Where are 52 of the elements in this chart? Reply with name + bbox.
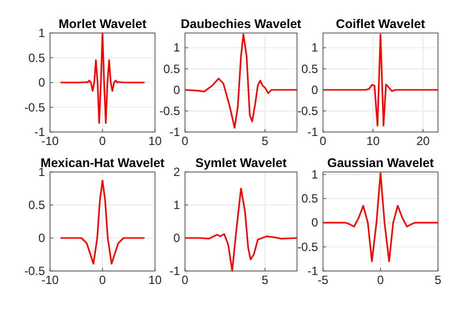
y-tick-label: 0.5 xyxy=(28,198,46,212)
chart-title: Daubechies Wavelet xyxy=(180,17,302,31)
x-tick-label: 5 xyxy=(262,134,269,148)
y-tick-label: 1 xyxy=(311,40,318,55)
x-tick-label: 5 xyxy=(262,273,269,287)
x-tick-label: 10 xyxy=(148,273,162,287)
y-tick-label: 0 xyxy=(38,231,46,245)
y-tick-label: 0 xyxy=(311,216,318,230)
y-tick-label: 1 xyxy=(173,40,180,55)
x-tick-label: 10 xyxy=(366,134,380,148)
y-tick-label: -0.5 xyxy=(24,264,46,278)
x-tick-label: 10 xyxy=(148,134,162,148)
y-tick-label: -1 xyxy=(34,125,46,139)
y-tick-label: 2 xyxy=(173,165,180,179)
y-tick-label: 0 xyxy=(173,82,180,97)
y-tick-label: -1 xyxy=(307,264,318,278)
x-tick-label: 0 xyxy=(320,134,327,148)
y-tick-label: 0 xyxy=(173,231,180,245)
line-series xyxy=(323,172,438,262)
y-tick-label: 0.5 xyxy=(301,62,318,76)
y-tick-label: 1 xyxy=(311,167,318,182)
y-tick-label: 0 xyxy=(38,76,46,90)
line-series xyxy=(60,32,146,124)
line-series xyxy=(323,33,438,126)
x-tick-label: 20 xyxy=(416,134,430,148)
chart-title: Morlet Wavelet xyxy=(58,17,148,31)
y-tick-label: 0.5 xyxy=(163,62,180,76)
y-tick-label: 0.5 xyxy=(301,192,318,206)
x-tick-label: 0 xyxy=(182,134,189,148)
y-tick-label: 0.5 xyxy=(28,50,46,65)
chart-title: Symlet Wavelet xyxy=(195,156,288,170)
y-tick-label: -1 xyxy=(307,125,318,139)
x-tick-label: 5 xyxy=(434,273,442,287)
x-tick-label: -5 xyxy=(318,273,329,287)
y-tick-label: 1 xyxy=(173,198,180,212)
x-tick-label: 0 xyxy=(182,273,189,287)
line-series xyxy=(60,180,146,265)
line-series xyxy=(185,33,297,129)
y-tick-label: -1 xyxy=(169,264,180,278)
y-tick-label: -0.5 xyxy=(24,100,46,114)
chart-title: Coiflet Wavelet xyxy=(336,17,426,31)
y-tick-label: -1 xyxy=(169,125,180,139)
y-tick-label: -0.5 xyxy=(297,104,318,118)
line-series xyxy=(185,188,297,272)
chart-title: Gaussian Wavelet xyxy=(327,156,435,170)
y-tick-label: 1 xyxy=(38,26,46,40)
y-tick-label: -0.5 xyxy=(297,240,318,254)
x-tick-label: 0 xyxy=(99,134,106,148)
x-tick-label: 0 xyxy=(377,273,384,287)
y-tick-label: 0 xyxy=(311,82,318,97)
x-tick-label: 0 xyxy=(99,273,106,287)
y-tick-label: -0.5 xyxy=(159,104,180,118)
